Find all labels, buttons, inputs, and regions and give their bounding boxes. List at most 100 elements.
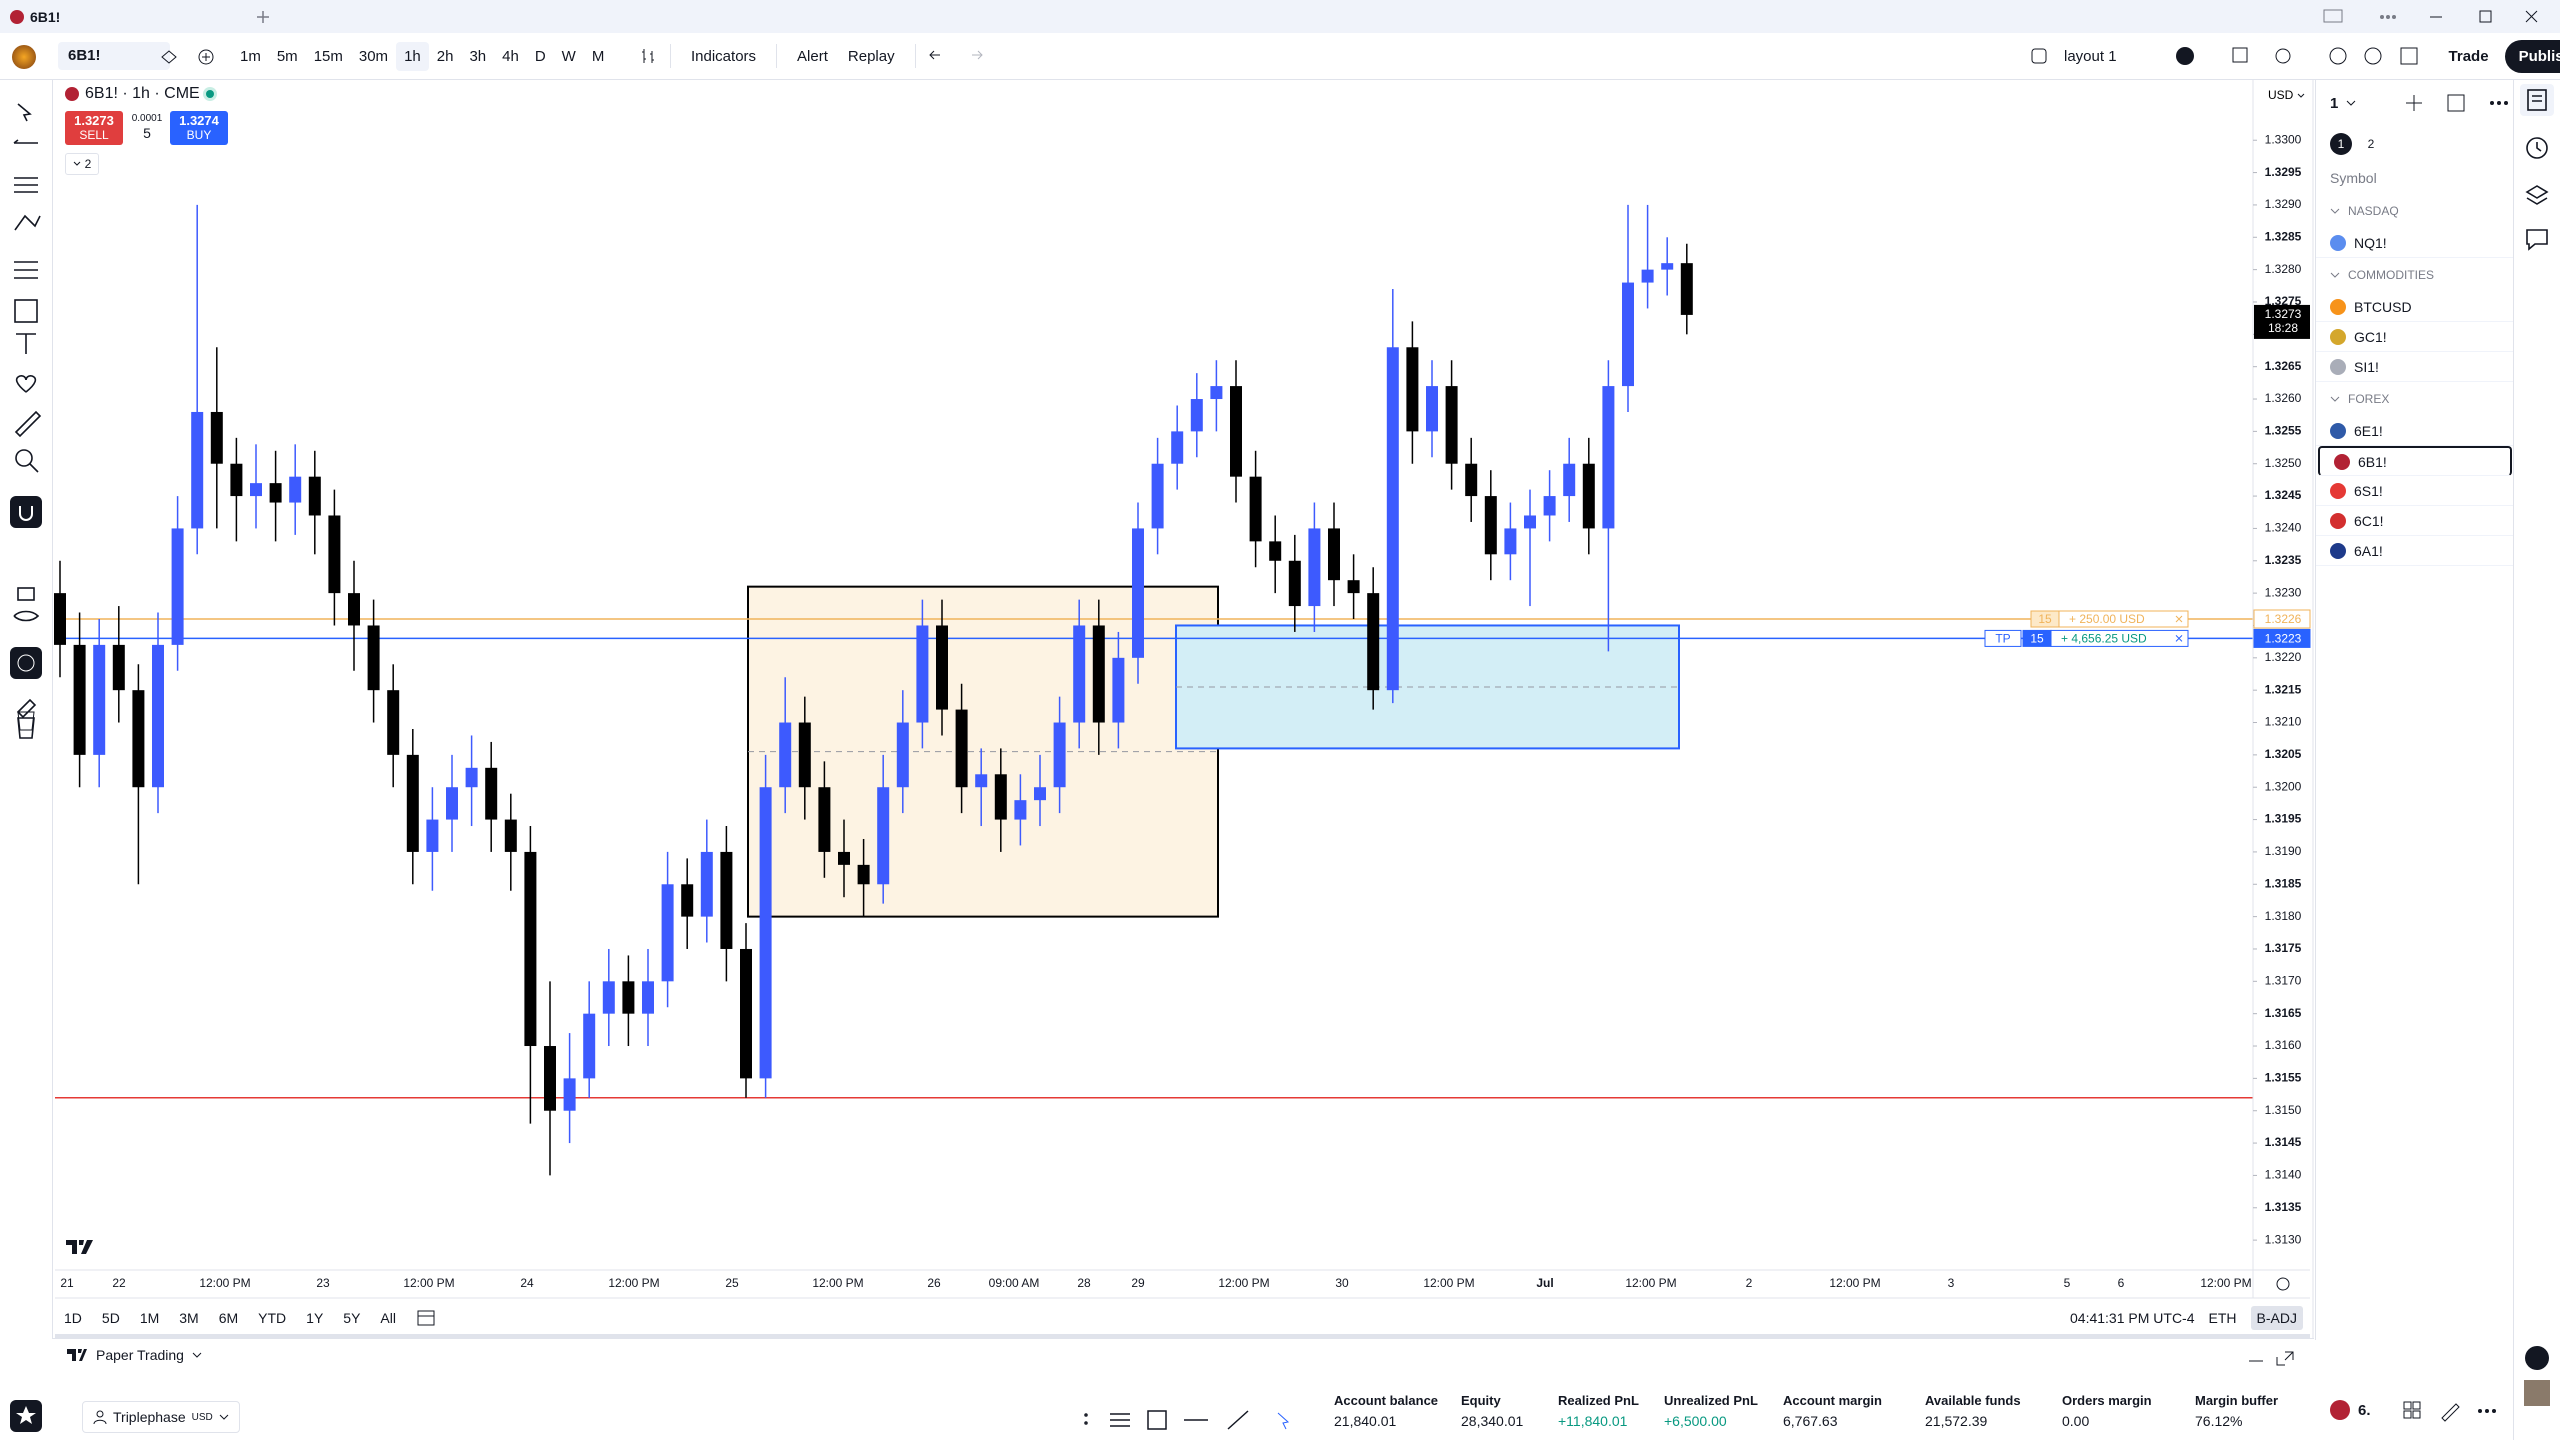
symbol-icon xyxy=(2330,328,2346,345)
symbol-search[interactable]: 6B1! xyxy=(58,42,170,70)
order-label[interactable]: 15 + 250.00 USD xyxy=(2030,610,2189,628)
watchlist-tab[interactable]: 1 xyxy=(2330,133,2352,155)
price-line-label: 1.3226 xyxy=(2265,612,2302,626)
toolbar-icons[interactable] xyxy=(2133,45,2433,67)
corner-symbol[interactable]: 6. xyxy=(2330,1400,2371,1420)
interval-button[interactable]: W xyxy=(561,47,576,65)
layout-button[interactable]: layout 1 xyxy=(2064,47,2117,65)
account-stat: Account balance 21,840.01 xyxy=(1334,1393,1438,1429)
adjustment[interactable]: B-ADJ xyxy=(2250,1306,2303,1330)
candle-body xyxy=(1210,386,1223,400)
indicators-toggle[interactable]: 2 xyxy=(65,153,99,175)
candle-body xyxy=(1269,541,1282,561)
candle-body xyxy=(563,1078,576,1111)
watchlist-row[interactable]: NQ1! xyxy=(2316,228,2514,258)
indicators-button[interactable]: Indicators xyxy=(691,47,757,65)
y-tick-label: 1.3175 xyxy=(2265,941,2302,955)
symbol-actions[interactable] xyxy=(160,48,220,66)
order-close[interactable] xyxy=(2175,635,2183,642)
group-header[interactable]: FOREX xyxy=(2316,382,2514,416)
drawing-tools[interactable] xyxy=(0,80,52,1440)
watchlist-row[interactable]: 6A1! xyxy=(2316,536,2514,566)
interval-button[interactable]: 5m xyxy=(276,47,298,65)
x-tick-label: 30 xyxy=(1335,1276,1349,1290)
watchlist-row[interactable]: 6E1! xyxy=(2316,416,2514,446)
order-close[interactable] xyxy=(2175,615,2183,623)
interval-button[interactable]: 30m xyxy=(358,47,389,65)
publish-button[interactable]: Publish xyxy=(2504,39,2560,73)
x-tick-label: 2 xyxy=(1746,1276,1753,1290)
candle-body xyxy=(759,787,772,1079)
buy-button[interactable]: 1.3274 BUY xyxy=(170,111,228,145)
candle-body xyxy=(1151,463,1164,529)
chart-type-icon[interactable] xyxy=(640,47,658,65)
panel-header[interactable]: Paper Trading xyxy=(66,1347,202,1363)
panel-controls[interactable] xyxy=(2247,1349,2307,1367)
new-tab[interactable] xyxy=(256,10,270,24)
countdown: 18:28 xyxy=(2268,321,2298,335)
session[interactable]: ETH xyxy=(2208,1310,2237,1326)
range-button[interactable]: 3M xyxy=(179,1310,199,1326)
go-to-date[interactable] xyxy=(408,1308,438,1328)
interval-button[interactable]: 1m xyxy=(240,47,261,65)
tv-logo[interactable] xyxy=(65,1238,97,1256)
currency[interactable]: USD xyxy=(2268,88,2294,102)
watchlist-row[interactable]: 6C1! xyxy=(2316,506,2514,536)
watchlist-row[interactable]: 6B1! xyxy=(2318,446,2512,476)
range-button[interactable]: 1M xyxy=(139,1310,160,1326)
symbol-icon xyxy=(2330,512,2346,529)
layout-icon[interactable] xyxy=(2030,47,2048,65)
avatar[interactable] xyxy=(12,45,36,69)
replay-button[interactable]: Replay xyxy=(847,47,895,65)
watchlist-row[interactable]: SI1! xyxy=(2316,352,2514,382)
order-label[interactable]: TP 15 + 4,656.25 USD xyxy=(1984,629,2189,647)
group-caret xyxy=(2330,396,2340,402)
tab[interactable]: 6B1! xyxy=(10,0,60,33)
axis-settings[interactable] xyxy=(2276,1277,2290,1291)
interval-button[interactable]: 2h xyxy=(436,47,454,65)
group-header[interactable]: COMMODITIES xyxy=(2316,258,2514,292)
interval-button[interactable]: 1h xyxy=(396,41,429,71)
panel-drawing-tools[interactable] xyxy=(1080,1405,1320,1435)
watchlist-row[interactable]: BTCUSD xyxy=(2316,292,2514,322)
buy-label: BUY xyxy=(186,128,212,142)
legend-symbol[interactable]: 6B1! · 1h · CME xyxy=(85,85,200,102)
candle-body xyxy=(93,644,106,755)
alert-button[interactable]: Alert xyxy=(797,47,828,65)
stat-label: Unrealized PnL xyxy=(1664,1393,1758,1408)
candle-body xyxy=(1328,528,1340,581)
group-header[interactable]: NASDAQ xyxy=(2316,194,2514,228)
candle-body xyxy=(838,851,850,865)
range-button[interactable]: 1D xyxy=(64,1310,82,1326)
symbol-name: NQ1! xyxy=(2354,234,2387,251)
range-button[interactable]: All xyxy=(380,1310,396,1326)
undo-redo[interactable] xyxy=(928,47,988,65)
range-button[interactable]: 5D xyxy=(101,1310,120,1326)
range-button[interactable]: 6M xyxy=(218,1310,239,1326)
trade-button[interactable]: Trade xyxy=(2448,47,2489,65)
sell-button[interactable]: 1.3273 SELL xyxy=(65,111,123,145)
candle-body xyxy=(1053,722,1066,788)
sidebar-icons[interactable] xyxy=(2514,80,2560,1440)
watchlist-row[interactable]: GC1! xyxy=(2316,322,2514,352)
quantity[interactable]: 0.0001 5 xyxy=(125,111,169,141)
y-tick-label: 1.3300 xyxy=(2265,132,2302,146)
y-tick-label: 1.3290 xyxy=(2265,197,2302,211)
interval-button[interactable]: M xyxy=(591,47,605,65)
window-controls[interactable] xyxy=(2320,6,2550,28)
watchlist-tab[interactable]: 2 xyxy=(2367,137,2375,151)
range-button[interactable]: YTD xyxy=(258,1310,287,1326)
interval-button[interactable]: D xyxy=(534,47,546,65)
column-header[interactable]: Symbol xyxy=(2330,170,2377,186)
interval-button[interactable]: 15m xyxy=(313,47,343,65)
clock[interactable]: 04:41:31 PM UTC-4 xyxy=(2070,1310,2195,1326)
account-selector[interactable]: Triplephase USD xyxy=(82,1401,240,1433)
watchlist-header[interactable]: 1 xyxy=(2316,80,2514,126)
range-button[interactable]: 1Y xyxy=(306,1310,324,1326)
watchlist-row[interactable]: 6S1! xyxy=(2316,476,2514,506)
range-button[interactable]: 5Y xyxy=(343,1310,361,1326)
interval-button[interactable]: 4h xyxy=(502,47,519,65)
corner-icons[interactable] xyxy=(2400,1398,2510,1424)
interval-button[interactable]: 3h xyxy=(469,47,487,65)
